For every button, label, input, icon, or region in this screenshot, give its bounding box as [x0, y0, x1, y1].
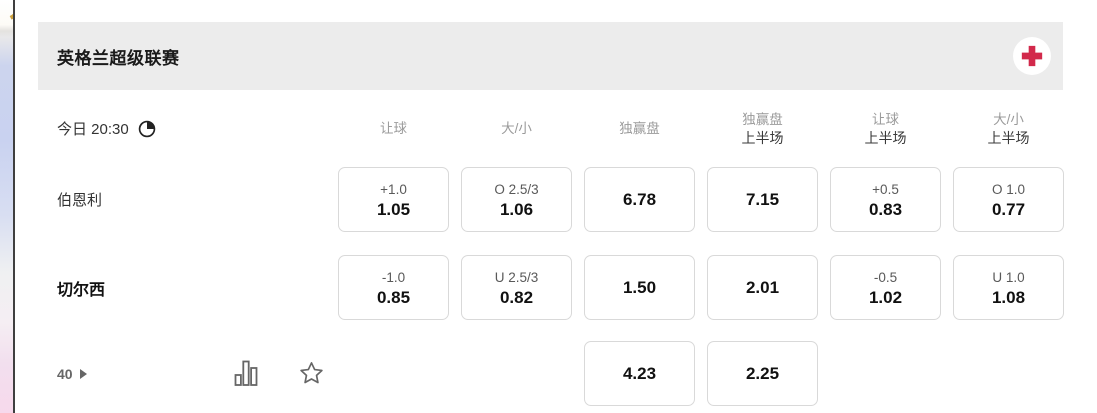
home-team: 伯恩利 — [57, 167, 326, 232]
odds-away-over-under-1h[interactable]: U 1.0 1.08 — [953, 255, 1064, 320]
column-header-handicap: 让球 — [380, 120, 407, 136]
clock-icon — [138, 120, 155, 137]
league-header: 英格兰超级联赛 — [38, 22, 1063, 90]
home-team-name: 伯恩利 — [57, 192, 103, 209]
odds-away-handicap-1h[interactable]: -0.5 1.02 — [830, 255, 941, 320]
column-header-moneyline: 独赢盘 — [619, 120, 660, 136]
odds-home-handicap[interactable]: +1.0 1.05 — [338, 167, 449, 232]
star-icon — [299, 362, 323, 384]
market-header-row: 今日 20:30 让球 大/小 独赢盘 — [57, 90, 1064, 167]
window-border — [13, 0, 15, 413]
statistics-button[interactable] — [234, 360, 258, 387]
background-image-strip — [0, 0, 24, 413]
main-content: 英格兰超级联赛 今日 20:30 让球 — [15, 0, 1097, 413]
odds-home-over-under-1h[interactable]: O 1.0 0.77 — [953, 167, 1064, 232]
column-header-over-under-1h: 大/小 上半场 — [987, 111, 1030, 146]
odds-away-moneyline[interactable]: 1.50 — [584, 255, 695, 320]
odds-away-over-under[interactable]: U 2.5/3 0.82 — [461, 255, 572, 320]
plus-icon — [1021, 45, 1043, 67]
stats-bars-icon — [234, 360, 257, 386]
home-team-row: 伯恩利 +1.0 1.05 O 2.5/3 1.06 6.78 7.15 +0. — [57, 167, 1064, 232]
odds-home-moneyline[interactable]: 6.78 — [584, 167, 695, 232]
away-team-row: 切尔西 -1.0 0.85 U 2.5/3 0.82 1.50 2.01 -0. — [57, 255, 1064, 320]
match-time-label: 今日 20:30 — [57, 121, 129, 138]
draw-meta-row: 40 — [57, 341, 1064, 406]
odds-home-moneyline-1h[interactable]: 7.15 — [707, 167, 818, 232]
league-title: 英格兰超级联赛 — [57, 48, 180, 68]
odds-home-handicap-1h[interactable]: +0.5 0.83 — [830, 167, 941, 232]
away-team-name: 切尔西 — [57, 281, 106, 299]
odds-away-moneyline-1h[interactable]: 2.01 — [707, 255, 818, 320]
match-time: 今日 20:30 — [57, 90, 326, 167]
away-team: 切尔西 — [57, 255, 326, 320]
add-button[interactable] — [1013, 37, 1051, 75]
column-header-over-under: 大/小 — [501, 120, 532, 136]
column-header-handicap-1h: 让球 上半场 — [864, 111, 907, 146]
odds-table: 今日 20:30 让球 大/小 独赢盘 — [57, 90, 1064, 406]
odds-draw-moneyline-1h[interactable]: 2.25 — [707, 341, 818, 406]
more-markets-button[interactable]: 40 — [57, 366, 87, 382]
odds-draw-moneyline[interactable]: 4.23 — [584, 341, 695, 406]
odds-away-handicap[interactable]: -1.0 0.85 — [338, 255, 449, 320]
column-header-moneyline-1h: 独赢盘 上半场 — [741, 111, 784, 146]
match-meta: 40 — [57, 341, 326, 406]
odds-home-over-under[interactable]: O 2.5/3 1.06 — [461, 167, 572, 232]
expand-arrow-icon — [79, 368, 87, 379]
favorite-button[interactable] — [298, 360, 325, 387]
market-count: 40 — [57, 365, 73, 382]
